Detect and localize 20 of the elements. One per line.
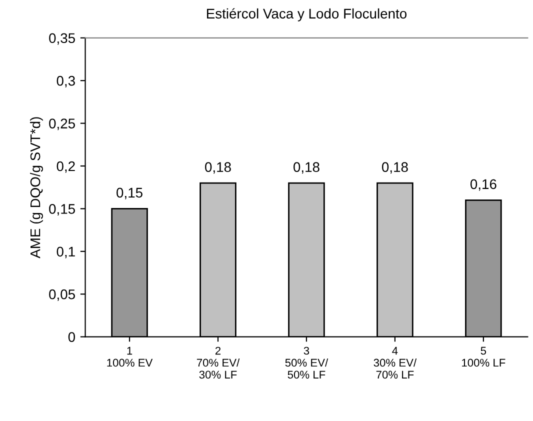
x-tick-label: 5 100% LF (462, 346, 506, 367)
data-label: 0,18 (294, 162, 320, 174)
data-label: 0,16 (470, 179, 496, 191)
data-label: 0,18 (382, 162, 408, 174)
x-tick-label: 3 50% EV/ 50% LF (285, 346, 328, 379)
x-tick-label: 4 30% EV/ 70% LF (374, 346, 417, 379)
y-axis-title: AME (g DQO/g SVT*d) (30, 117, 43, 258)
y-tick-label: 0,1 (56, 246, 75, 258)
y-tick-label: 0,3 (56, 76, 75, 88)
y-tick-label: 0,35 (49, 33, 75, 45)
chart-title: Estiércol Vaca y Lodo Floculento (206, 8, 407, 22)
x-tick-label: 2 70% EV/ 30% LF (196, 346, 240, 379)
y-tick-label: 0 (68, 332, 76, 342)
x-tick-label: 1 100% EV (107, 346, 153, 367)
data-label: 0,18 (205, 162, 231, 174)
y-tick-label: 0,05 (49, 289, 75, 301)
y-tick-label: 0,15 (49, 204, 75, 216)
data-label: 0,15 (116, 188, 142, 200)
y-tick-label: 0,2 (56, 161, 75, 173)
y-tick-label: 0,25 (49, 118, 75, 130)
